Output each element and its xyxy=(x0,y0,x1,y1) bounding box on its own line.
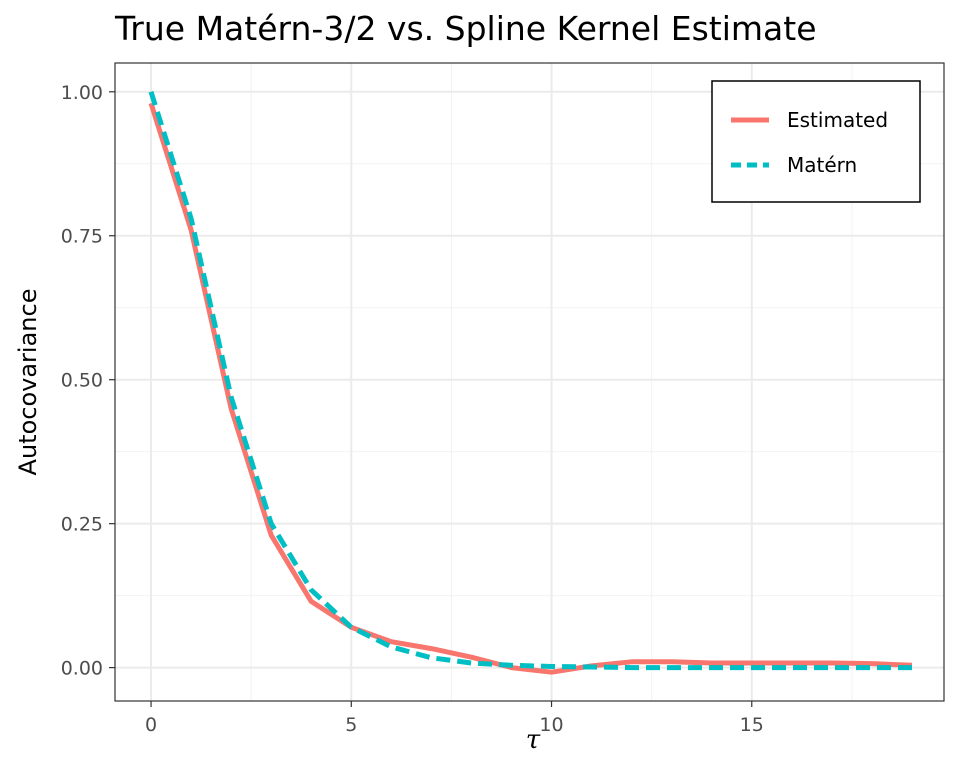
y-tick-label: 0.50 xyxy=(61,370,103,392)
series-line-mat-rn xyxy=(148,91,912,671)
y-tick-label: 1.00 xyxy=(61,82,103,104)
x-axis-title: τ xyxy=(526,725,541,755)
chart-title: True Matérn-3/2 vs. Spline Kernel Estima… xyxy=(114,9,817,48)
plot-series xyxy=(148,91,913,675)
x-tick-label: 5 xyxy=(345,714,357,736)
x-tick-label: 15 xyxy=(740,714,764,736)
series-line-estimated xyxy=(148,102,913,675)
axes: 0 5 10 15 0.00 0.25 0.50 0.75 1.00 xyxy=(61,82,764,736)
y-axis-title: Autocovariance xyxy=(14,289,42,476)
y-tick-label: 0.75 xyxy=(61,226,103,248)
x-tick-label: 0 xyxy=(145,714,157,736)
legend-label-estimated: Estimated xyxy=(787,108,888,132)
x-tick-label: 10 xyxy=(539,714,563,736)
legend-box xyxy=(711,80,921,203)
legend-label-mat-rn: Matérn xyxy=(787,153,857,177)
plot-panel-border xyxy=(114,62,945,702)
y-tick-label: 0.00 xyxy=(61,658,103,680)
y-tick-label: 0.25 xyxy=(61,514,103,536)
legend: Estimated Matérn xyxy=(711,80,921,203)
